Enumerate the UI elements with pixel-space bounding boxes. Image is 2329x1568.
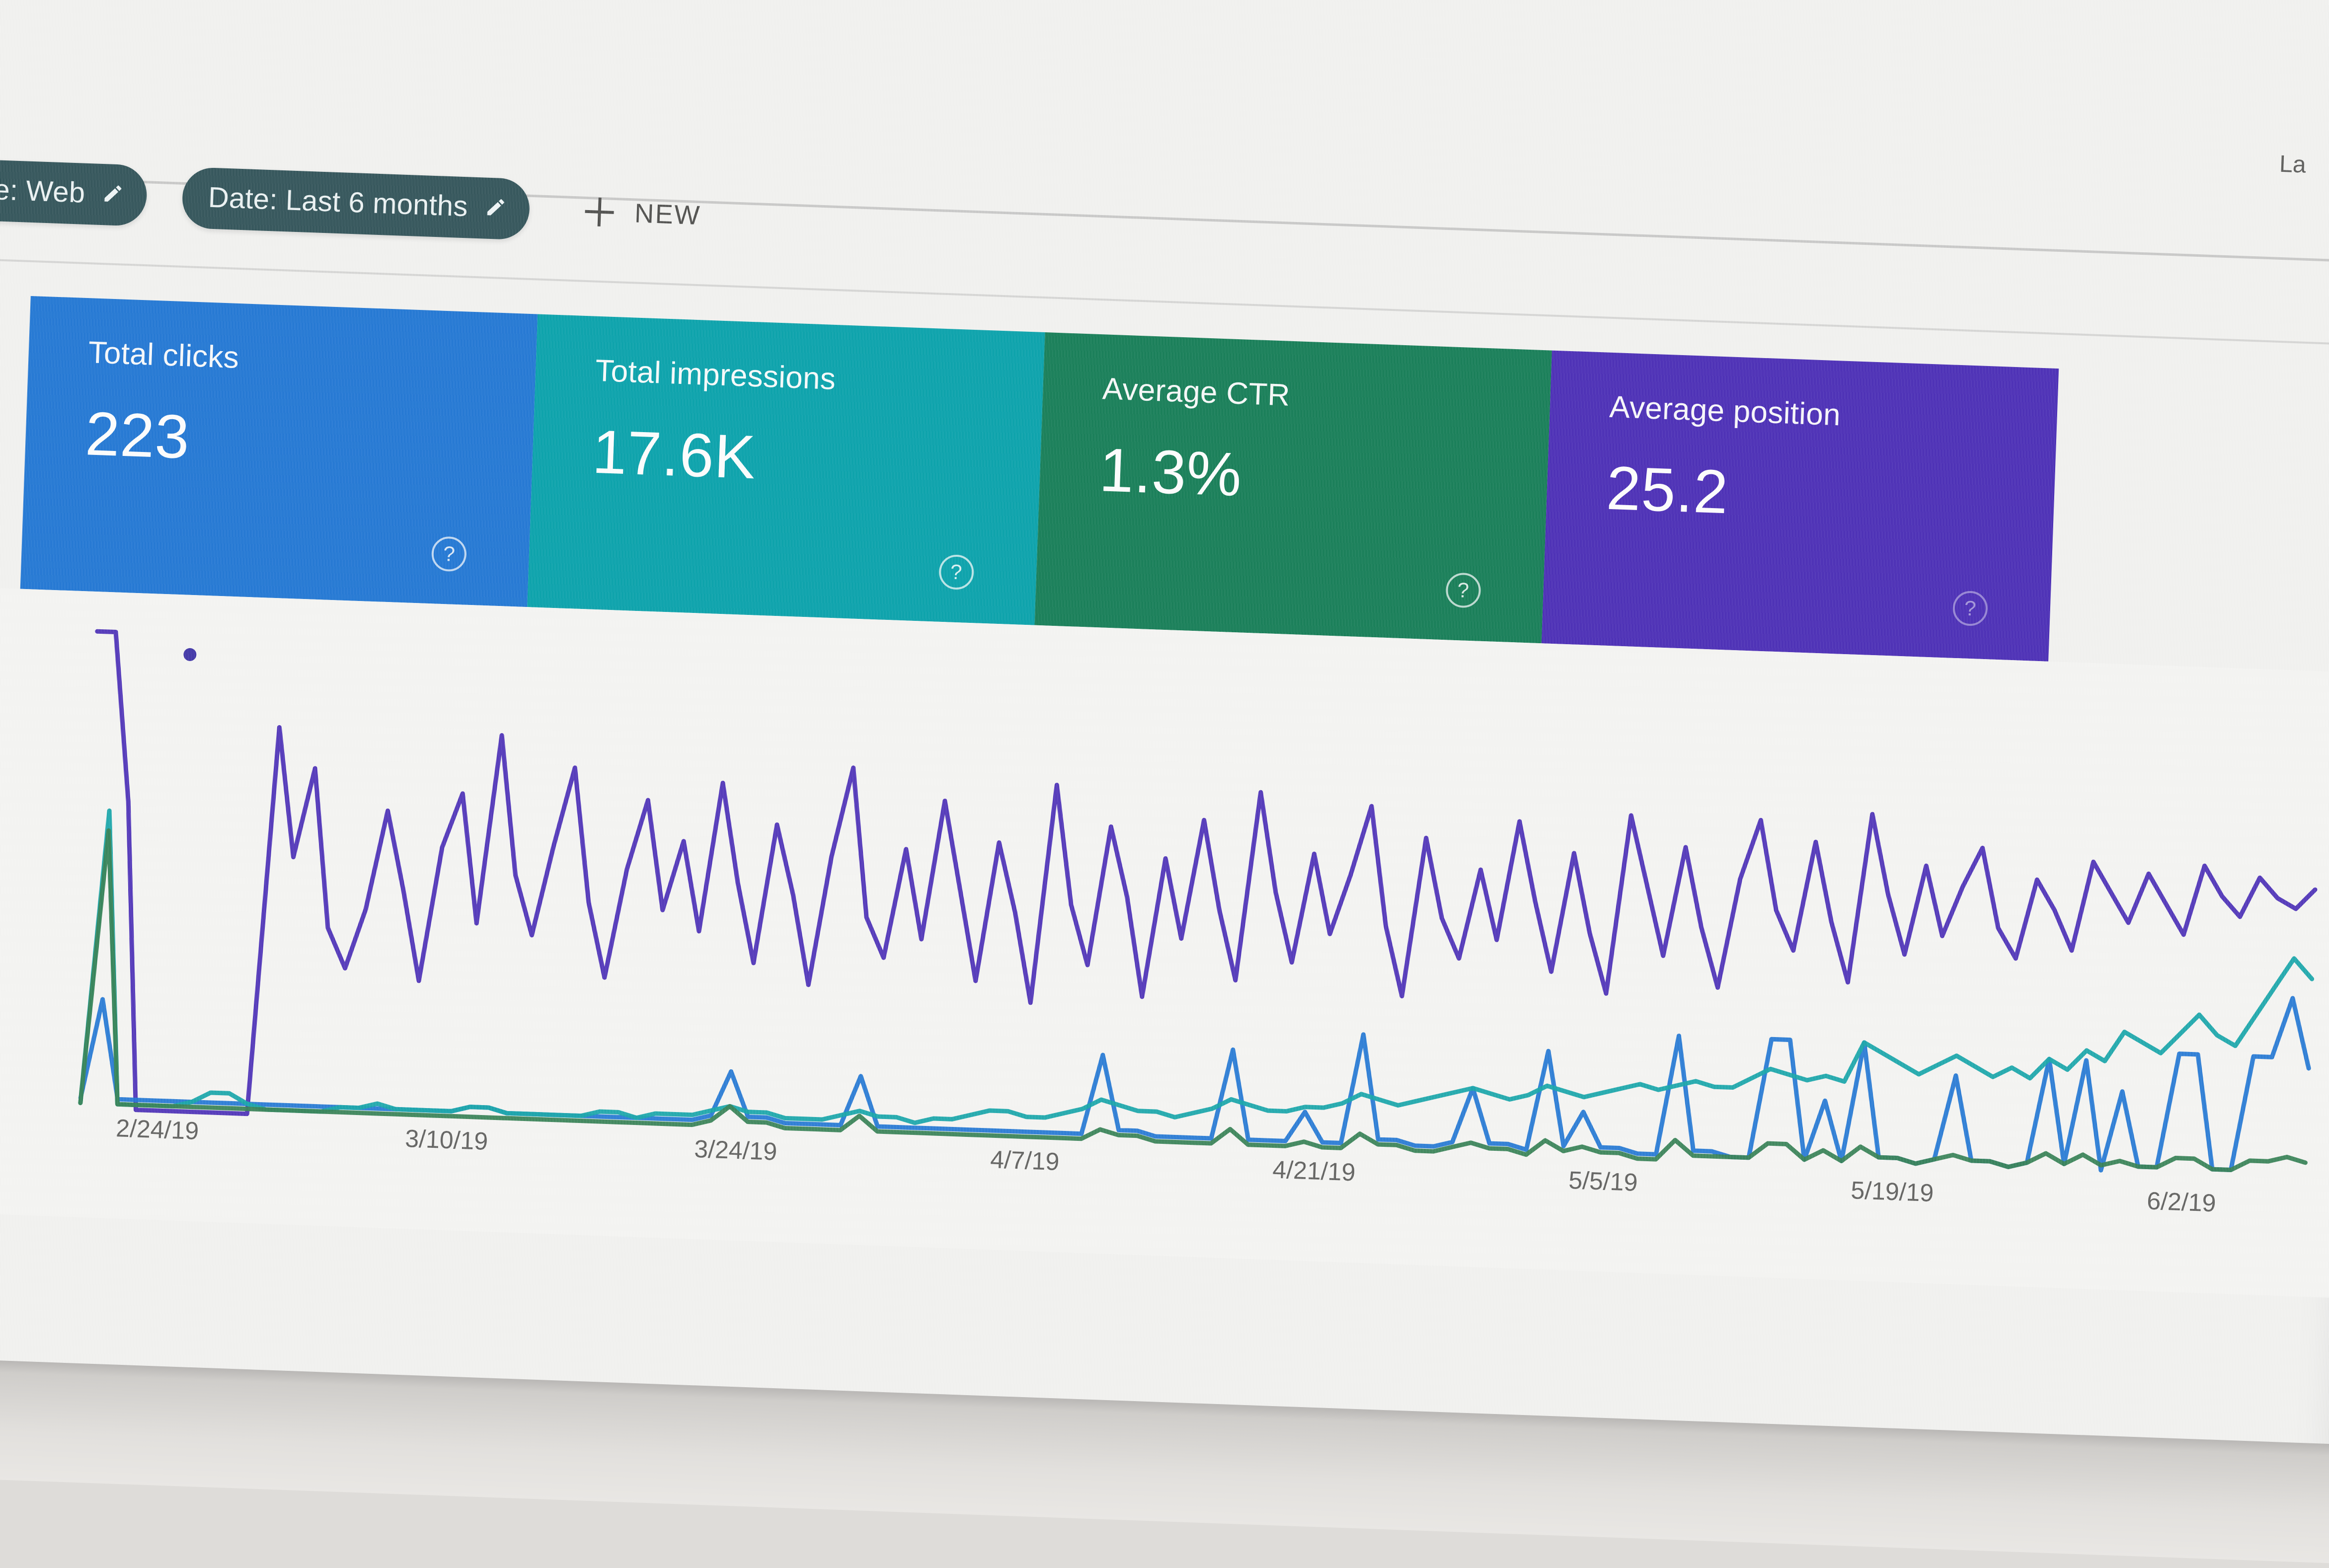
new-filter-button[interactable]: NEW xyxy=(576,187,710,240)
metric-card-label: Average position xyxy=(1609,389,1842,433)
metric-card-average-position[interactable]: Average position 25.2 ? xyxy=(1541,350,2059,662)
new-filter-button-label: NEW xyxy=(634,198,701,231)
pencil-icon xyxy=(101,182,124,205)
chart-x-tick-label: 3/10/19 xyxy=(404,1124,489,1155)
search-type-filter[interactable]: type: Web xyxy=(0,157,148,226)
metric-card-value: 25.2 xyxy=(1605,453,1730,527)
chart-x-tick-label: 3/24/19 xyxy=(694,1134,778,1166)
purple-data-point-marker xyxy=(183,648,197,661)
filter-toolbar: type: Web Date: Last 6 months NEW xyxy=(0,132,2329,333)
metric-card-label: Total impressions xyxy=(595,353,837,397)
search-type-filter-label: type: Web xyxy=(0,171,86,209)
chart-x-tick-label: 5/19/19 xyxy=(1850,1176,1935,1207)
chart-x-tick-label: 2/24/19 xyxy=(115,1114,200,1145)
metric-card-average-ctr[interactable]: Average CTR 1.3% ? xyxy=(1034,332,1552,644)
last-updated-text: La xyxy=(2279,150,2307,178)
chart-x-tick-label: 4/7/19 xyxy=(990,1145,1060,1176)
metric-card-total-clicks[interactable]: Total clicks 223 ? xyxy=(20,296,538,607)
chart-x-tick-label: 5/5/19 xyxy=(1568,1166,1638,1196)
monitor-screen: type: Web Date: Last 6 months NEW La Tot… xyxy=(0,0,2329,1511)
chart-series-line xyxy=(95,629,2318,1117)
help-circle-icon[interactable]: ? xyxy=(938,554,974,591)
help-circle-icon[interactable]: ? xyxy=(431,536,467,572)
metric-card-value: 223 xyxy=(84,399,191,472)
help-circle-icon[interactable]: ? xyxy=(1952,590,1989,627)
metric-card-label: Total clicks xyxy=(87,335,240,375)
chart-x-tick-label: 6/2/19 xyxy=(2146,1187,2217,1217)
metric-card-total-impressions[interactable]: Total impressions 17.6K ? xyxy=(527,314,1045,625)
chart-series-line xyxy=(78,828,2308,1173)
help-circle-icon[interactable]: ? xyxy=(1445,572,1481,608)
pencil-icon xyxy=(484,196,507,219)
plus-icon xyxy=(584,197,614,227)
performance-chart-canvas[interactable] xyxy=(0,588,2329,1208)
metric-card-value: 17.6K xyxy=(591,417,757,492)
metric-card-label: Average CTR xyxy=(1101,372,1291,413)
date-range-filter[interactable]: Date: Last 6 months xyxy=(181,166,531,240)
performance-chart[interactable]: 2/24/19 3/10/19 3/24/19 4/7/19 4/21/19 5/5/19… xyxy=(0,588,2329,1298)
chart-series-line xyxy=(78,808,2315,1125)
date-range-filter-label: Date: Last 6 months xyxy=(207,181,468,223)
chart-x-tick-label: 4/21/19 xyxy=(1272,1155,1356,1187)
metric-card-value: 1.3% xyxy=(1098,436,1243,510)
